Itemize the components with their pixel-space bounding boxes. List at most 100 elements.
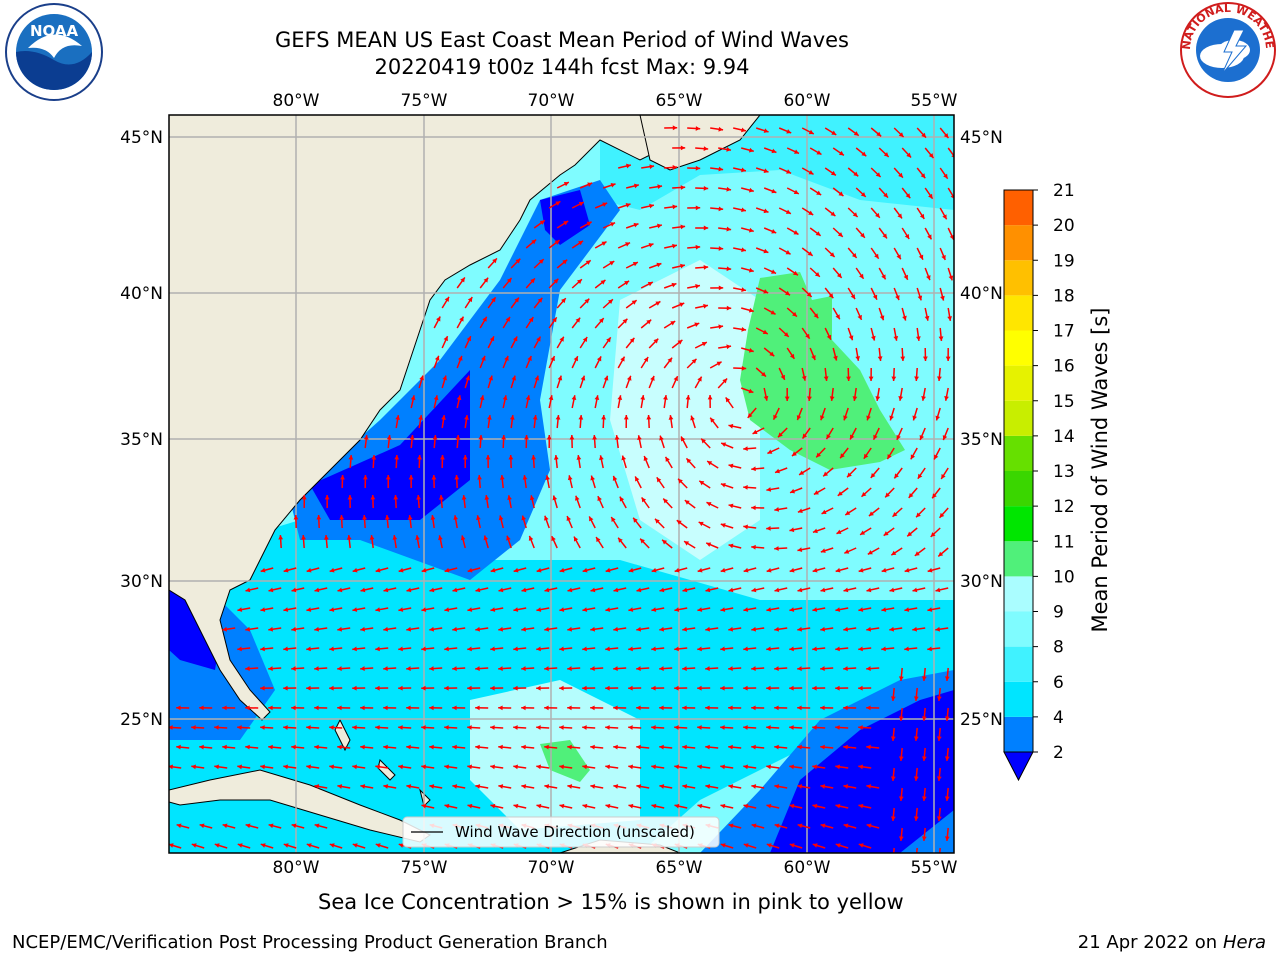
direction-arrow (640, 319, 652, 329)
direction-arrow (718, 305, 732, 311)
direction-arrow (786, 227, 799, 236)
direction-arrow (720, 764, 734, 770)
direction-arrow (663, 320, 676, 329)
direction-arrow (329, 843, 343, 849)
direction-arrow (406, 626, 420, 632)
direction-arrow (602, 336, 612, 349)
colorbar-tick-label: 16 (1053, 357, 1075, 377)
direction-arrow (718, 147, 732, 152)
colorbar-segment (1004, 260, 1033, 296)
direction-arrow (487, 335, 495, 349)
direction-arrow (801, 287, 813, 298)
direction-arrow (352, 567, 366, 573)
direction-arrow (597, 495, 604, 509)
direction-arrow (410, 395, 416, 409)
direction-arrow (429, 744, 443, 750)
direction-arrow (337, 744, 351, 750)
direction-arrow (789, 567, 803, 573)
direction-arrow (824, 247, 836, 258)
direction-arrow (680, 436, 688, 449)
direction-arrow (919, 427, 926, 441)
direction-arrow (855, 267, 865, 280)
direction-arrow (824, 327, 832, 341)
direction-arrow (199, 744, 213, 750)
direction-arrow (617, 241, 631, 249)
direction-arrow (710, 246, 724, 251)
direction-arrow (525, 277, 536, 289)
direction-arrow (237, 607, 251, 612)
direction-arrow (510, 375, 517, 389)
direction-arrow (832, 267, 843, 279)
direction-arrow (617, 537, 627, 549)
direction-arrow (628, 567, 642, 573)
direction-arrow (375, 764, 389, 770)
direction-arrow (393, 494, 399, 509)
direction-arrow (513, 725, 527, 730)
direction-arrow (617, 280, 630, 289)
direction-arrow (306, 646, 320, 652)
direction-arrow (751, 505, 765, 511)
direction-arrow (878, 267, 887, 280)
direction-arrow (444, 725, 458, 730)
direction-arrow (798, 467, 811, 476)
direction-arrow (947, 267, 954, 281)
direction-arrow (870, 247, 880, 260)
direction-arrow (807, 387, 812, 402)
colorbar-extend-arrow (1003, 751, 1034, 782)
direction-arrow (820, 587, 834, 593)
direction-arrow (878, 227, 888, 239)
direction-arrow (766, 607, 780, 612)
direction-arrow (546, 434, 552, 449)
direction-arrow (751, 466, 765, 472)
colorbar-tick-label: 2 (1053, 743, 1064, 763)
direction-arrow (912, 587, 926, 593)
direction-arrow (682, 587, 696, 593)
direction-arrow (801, 427, 811, 439)
direction-arrow (475, 705, 489, 711)
direction-arrow (867, 547, 880, 555)
direction-arrow (245, 666, 259, 671)
direction-arrow (709, 361, 722, 369)
direction-arrow (901, 187, 911, 199)
direction-arrow (301, 534, 306, 549)
direction-arrow (663, 395, 668, 409)
direction-arrow (778, 167, 792, 174)
direction-arrow (710, 126, 724, 132)
lat-label-left: 35°N (120, 430, 163, 450)
colorbar-segment (1004, 295, 1033, 331)
direction-arrow (395, 415, 401, 429)
direction-arrow (582, 725, 596, 730)
direction-arrow (829, 387, 835, 401)
direction-arrow (671, 375, 679, 389)
direction-arrow (766, 843, 780, 849)
direction-arrow (429, 587, 443, 593)
direction-arrow (306, 843, 320, 849)
direction-arrow (774, 507, 788, 512)
colorbar-segment (1004, 611, 1033, 647)
direction-arrow (533, 336, 542, 349)
direction-arrow (316, 514, 322, 529)
direction-arrow (812, 527, 826, 534)
direction-arrow (612, 475, 619, 489)
direction-arrow (936, 687, 942, 702)
colorbar-tick-label: 10 (1053, 567, 1075, 587)
direction-arrow (613, 784, 627, 789)
direction-arrow (901, 227, 910, 240)
direction-arrow (421, 646, 435, 652)
direction-arrow (456, 395, 462, 409)
direction-arrow (944, 387, 949, 401)
direction-arrow (575, 495, 581, 509)
direction-arrow (751, 744, 765, 750)
direction-arrow (383, 784, 397, 789)
direction-arrow (774, 666, 788, 671)
direction-arrow (268, 744, 282, 750)
direction-arrow (901, 147, 912, 159)
direction-arrow (686, 322, 700, 329)
direction-arrow (822, 467, 834, 477)
direction-arrow (191, 725, 205, 730)
direction-arrow (383, 626, 397, 632)
direction-arrow (222, 744, 236, 750)
direction-arrow (552, 495, 558, 509)
direction-arrow (467, 607, 481, 612)
direction-arrow (521, 784, 535, 789)
